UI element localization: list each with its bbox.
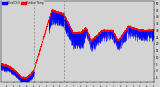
Legend: Wind Chill, Outdoor Temp: Wind Chill, Outdoor Temp [2, 0, 44, 5]
